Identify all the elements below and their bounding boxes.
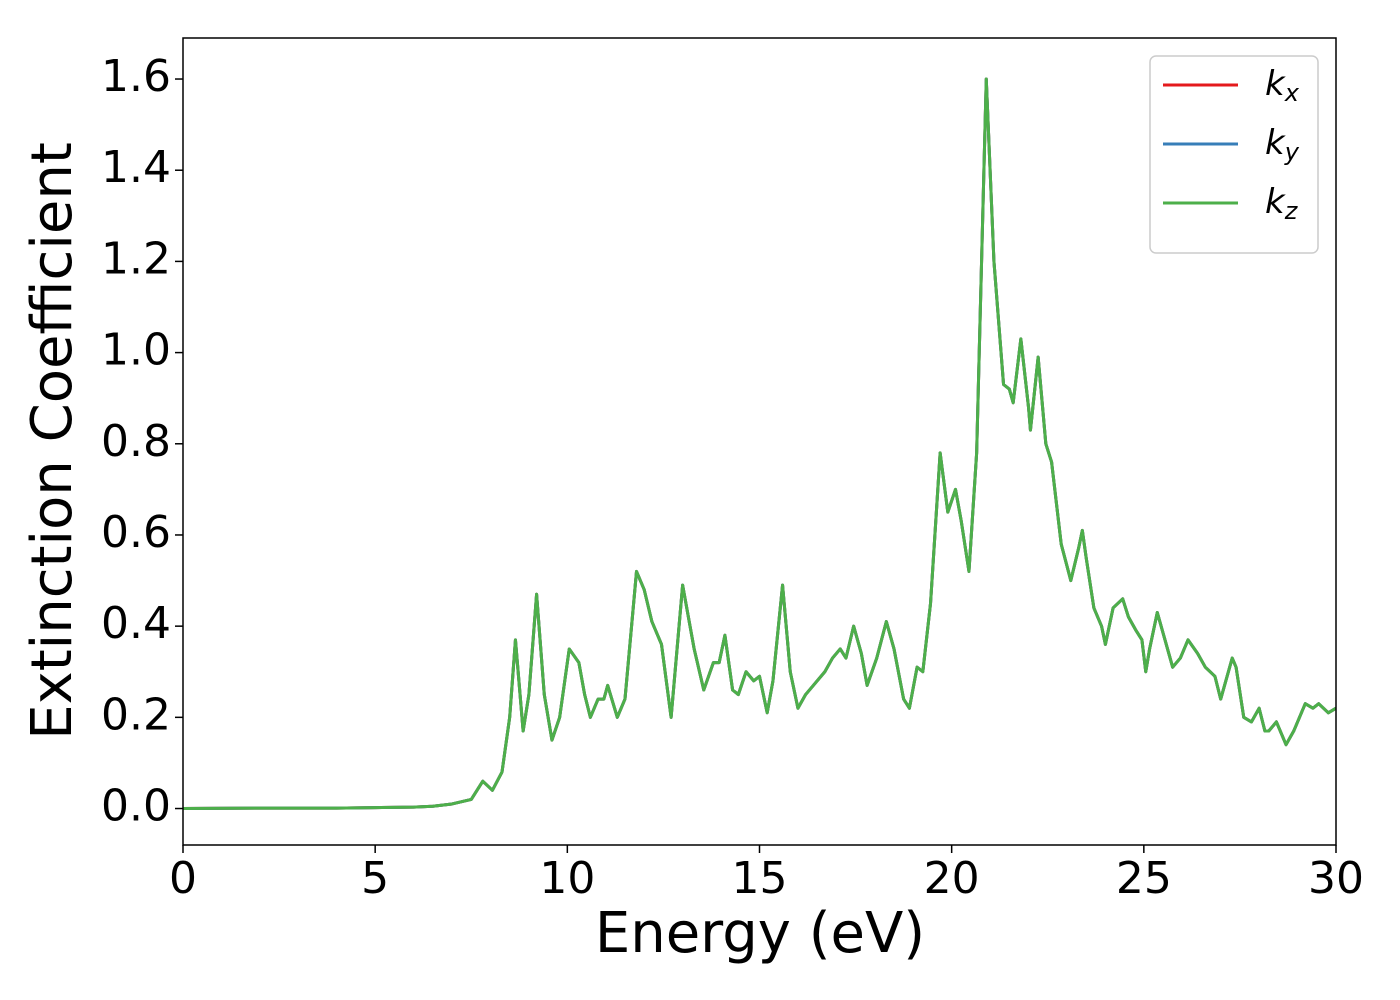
y-tick-label: 0.4 [101,598,171,649]
x-tick-label: 0 [169,853,197,904]
x-tick-label: 20 [924,853,980,904]
x-tick-label: 10 [539,853,595,904]
x-tick-label: 25 [1116,853,1172,904]
y-axis-label: Extinction Coefficient [20,142,85,740]
y-tick-label: 0.6 [101,507,171,558]
x-axis-label: Energy (eV) [595,901,925,966]
y-tick-label: 0.2 [101,689,171,740]
plot-frame [182,37,1337,846]
x-tick-label: 30 [1308,853,1364,904]
x-tick-label: 15 [732,853,788,904]
x-tick-label: 5 [361,853,389,904]
y-tick-label: 1.6 [101,51,171,102]
data-line [183,77,1336,811]
y-tick-label: 1.0 [101,325,171,376]
y-tick-label: 0.8 [101,416,171,467]
y-tick-label: 1.4 [101,142,171,193]
legend-label: kx [1265,64,1300,108]
legend-label: ky [1265,123,1300,167]
y-tick-label: 0.0 [101,781,171,832]
y-tick-label: 1.2 [101,233,171,284]
legend-label: kz [1265,182,1299,226]
